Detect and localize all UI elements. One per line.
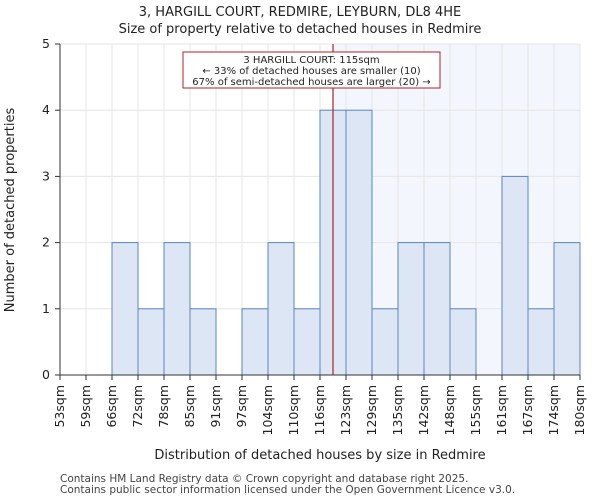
y-tick-label: 2 xyxy=(42,235,50,250)
y-axis-label: Number of detached properties xyxy=(3,108,18,313)
annotation-line-1: 3 HARGILL COURT: 115sqm xyxy=(243,55,379,66)
bar xyxy=(501,175,529,376)
x-axis-label: Distribution of detached houses by size … xyxy=(154,448,485,463)
bar xyxy=(293,308,321,376)
bar xyxy=(189,308,217,376)
histogram-chart: 3, HARGILL COURT, REDMIRE, LEYBURN, DL8 … xyxy=(3,5,587,463)
annotation-box xyxy=(182,51,441,89)
bar xyxy=(267,242,295,376)
x-tick-label: 59sqm xyxy=(78,385,93,428)
bar xyxy=(345,109,373,376)
x-tick-label: 53sqm xyxy=(52,385,67,428)
x-tick-label: 116sqm xyxy=(312,385,327,435)
x-tick-label: 66sqm xyxy=(104,385,119,428)
x-tick-label: 123sqm xyxy=(338,385,353,435)
y-tick-label: 3 xyxy=(42,168,50,183)
y-tick-label: 0 xyxy=(42,367,50,382)
bar xyxy=(553,242,581,376)
x-tick-label: 104sqm xyxy=(260,385,275,435)
x-tick-label: 97sqm xyxy=(234,385,249,428)
x-tick-label: 148sqm xyxy=(442,385,457,435)
x-tick-label: 142sqm xyxy=(416,385,431,435)
chart-subtitle: Size of property relative to detached ho… xyxy=(119,22,482,37)
bar xyxy=(111,242,139,376)
bar xyxy=(449,308,477,376)
x-tick-label: 161sqm xyxy=(494,385,509,435)
y-tick-label: 1 xyxy=(42,301,50,316)
bar xyxy=(241,308,269,376)
bar xyxy=(371,308,399,376)
y-tick-label: 5 xyxy=(42,36,50,51)
x-tick-label: 155sqm xyxy=(468,385,483,435)
bar xyxy=(163,242,191,376)
chart-title: 3, HARGILL COURT, REDMIRE, LEYBURN, DL8 … xyxy=(139,5,461,20)
bar xyxy=(397,242,425,376)
footer-copyright: Contains HM Land Registry data © Crown c… xyxy=(60,473,469,485)
bar xyxy=(527,308,555,376)
x-tick-label: 91sqm xyxy=(208,385,223,428)
bar xyxy=(423,242,451,376)
x-tick-label: 167sqm xyxy=(520,385,535,435)
bar xyxy=(137,308,165,376)
x-tick-label: 78sqm xyxy=(156,385,171,428)
x-tick-label: 135sqm xyxy=(390,385,405,435)
plot-area: 0 1 2 3 4 5 53sqm 59sqm 66sqm 72sqm 78sqm 85sqm 91sq… xyxy=(42,36,587,435)
x-tick-label: 129sqm xyxy=(364,385,379,435)
x-tick-label: 72sqm xyxy=(130,385,145,428)
x-tick-label: 110sqm xyxy=(286,385,301,435)
x-tick-label: 85sqm xyxy=(182,385,197,428)
annotation-line-2: ← 33% of detached houses are smaller (10… xyxy=(202,66,420,77)
footer-licence: Contains public sector information licen… xyxy=(60,484,516,496)
y-tick-label: 4 xyxy=(42,102,50,117)
x-tick-label: 180sqm xyxy=(572,385,587,435)
annotation-line-3: 67% of semi-detached houses are larger (… xyxy=(192,77,430,88)
x-tick-label: 174sqm xyxy=(546,385,561,435)
